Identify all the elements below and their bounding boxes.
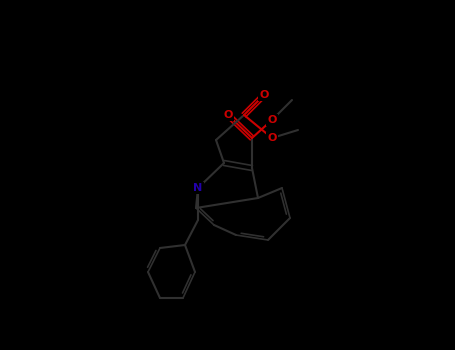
Text: O: O <box>268 115 277 125</box>
Text: O: O <box>259 90 269 100</box>
Text: O: O <box>223 110 233 120</box>
Text: N: N <box>193 183 202 193</box>
Text: O: O <box>268 133 277 143</box>
